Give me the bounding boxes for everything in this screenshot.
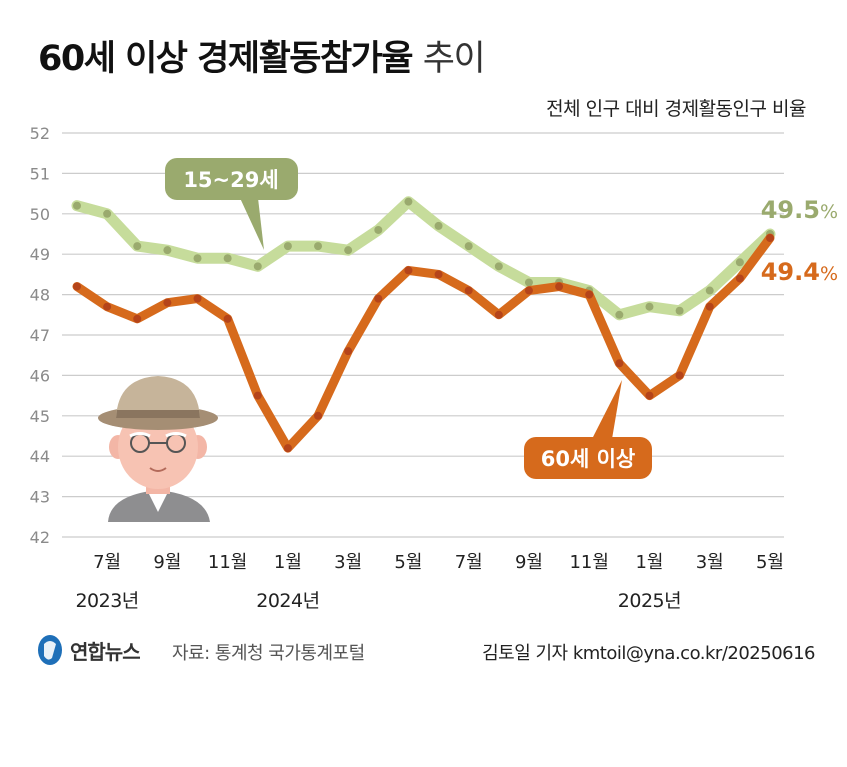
data-point bbox=[705, 286, 714, 295]
end-value-label: 49.4% bbox=[761, 258, 838, 286]
data-point bbox=[163, 246, 172, 255]
source-text: 자료: 통계청 국가통계포털 bbox=[172, 643, 365, 664]
data-point bbox=[193, 254, 202, 263]
data-point bbox=[524, 286, 533, 295]
x-tick-label: 9월 bbox=[153, 552, 181, 573]
x-tick-label: 9월 bbox=[515, 552, 543, 573]
data-point bbox=[615, 359, 624, 368]
data-point bbox=[253, 391, 262, 400]
data-point bbox=[193, 294, 202, 303]
y-tick-label: 51 bbox=[30, 164, 50, 183]
year-label: 2023년 bbox=[75, 590, 138, 612]
data-point bbox=[374, 225, 383, 234]
data-point bbox=[344, 246, 353, 255]
y-tick-label: 43 bbox=[30, 488, 50, 507]
data-point bbox=[103, 209, 112, 218]
data-point bbox=[494, 310, 503, 319]
data-point bbox=[705, 302, 714, 311]
data-point bbox=[314, 242, 323, 251]
page-title: 60세 이상 경제활동참가율 추이 bbox=[38, 30, 486, 81]
data-point bbox=[344, 347, 353, 356]
y-tick-label: 50 bbox=[30, 205, 50, 224]
end-labels: 49.5% 49.4% bbox=[761, 196, 838, 286]
x-tick-label: 3월 bbox=[696, 552, 724, 573]
x-tick-label: 1월 bbox=[635, 552, 663, 573]
grid-lines bbox=[62, 132, 784, 538]
x-tick-label: 11월 bbox=[569, 552, 608, 573]
data-point bbox=[73, 282, 81, 291]
data-point bbox=[404, 266, 413, 275]
yonhap-logo-icon bbox=[38, 635, 62, 665]
data-point bbox=[133, 242, 142, 251]
series-line bbox=[71, 196, 776, 321]
elderly-man-icon bbox=[98, 376, 218, 522]
data-point bbox=[675, 371, 684, 380]
data-point bbox=[675, 306, 684, 315]
y-tick-label: 42 bbox=[30, 528, 50, 547]
y-tick-label: 46 bbox=[30, 366, 50, 385]
x-axis-ticks: 7월 9월 11월 1월 3월 5월 7월 9월 11월 1월 3월 5월 bbox=[93, 552, 784, 573]
data-point bbox=[223, 314, 232, 323]
senior-callout: 60세 이상 bbox=[524, 380, 652, 479]
yonhap-logo: 연합뉴스 bbox=[36, 632, 141, 668]
data-point bbox=[253, 262, 262, 271]
data-point bbox=[434, 221, 443, 230]
data-point bbox=[555, 282, 564, 291]
data-point bbox=[464, 242, 473, 251]
data-point bbox=[283, 242, 292, 251]
x-tick-label: 5월 bbox=[756, 552, 784, 573]
data-point bbox=[374, 294, 383, 303]
y-tick-label: 52 bbox=[30, 124, 50, 143]
data-point bbox=[585, 290, 594, 299]
logo-text: 연합뉴스 bbox=[70, 639, 141, 664]
data-point bbox=[283, 444, 292, 453]
x-tick-label: 7월 bbox=[93, 552, 121, 573]
data-point bbox=[103, 302, 112, 311]
credit-text: 김토일 기자 kmtoil@yna.co.kr/20250616 bbox=[482, 643, 815, 664]
data-point bbox=[766, 234, 774, 243]
data-point bbox=[494, 262, 503, 271]
data-point bbox=[735, 258, 744, 267]
y-tick-label: 45 bbox=[30, 407, 50, 426]
year-label: 2025년 bbox=[618, 590, 681, 612]
title-suffix: 추이 bbox=[422, 39, 486, 79]
y-tick-label: 47 bbox=[30, 326, 50, 345]
data-point bbox=[645, 302, 654, 311]
data-point bbox=[524, 278, 533, 287]
data-point bbox=[73, 201, 81, 210]
series-line bbox=[72, 233, 775, 453]
youth-series-label: 15~29세 bbox=[183, 168, 278, 192]
x-tick-label: 3월 bbox=[334, 552, 362, 573]
data-point bbox=[735, 274, 744, 283]
data-point bbox=[163, 298, 172, 307]
x-tick-label: 5월 bbox=[394, 552, 422, 573]
year-label: 2024년 bbox=[256, 590, 319, 612]
senior-series-label: 60세 이상 bbox=[541, 447, 636, 471]
y-tick-label: 48 bbox=[30, 286, 50, 305]
data-point bbox=[615, 310, 624, 319]
series-lines bbox=[71, 196, 776, 453]
y-tick-label: 44 bbox=[30, 447, 50, 466]
data-point bbox=[645, 391, 654, 400]
data-point bbox=[464, 286, 473, 295]
x-tick-label: 7월 bbox=[455, 552, 483, 573]
data-point bbox=[434, 270, 443, 279]
y-axis-ticks: 42 43 44 45 46 47 48 49 50 51 52 bbox=[30, 124, 50, 547]
title-main: 60세 이상 경제활동참가율 bbox=[38, 39, 414, 79]
data-point bbox=[404, 197, 413, 206]
end-value-label: 49.5% bbox=[761, 196, 838, 224]
data-point bbox=[133, 314, 142, 323]
x-tick-label: 1월 bbox=[274, 552, 302, 573]
year-labels: 2023년 2024년 2025년 bbox=[75, 590, 681, 612]
youth-callout: 15~29세 bbox=[165, 158, 298, 250]
x-tick-label: 11월 bbox=[208, 552, 247, 573]
chart-subtitle: 전체 인구 대비 경제활동인구 비율 bbox=[546, 98, 806, 120]
y-tick-label: 49 bbox=[30, 245, 50, 264]
data-point bbox=[223, 254, 232, 263]
data-point bbox=[314, 411, 323, 420]
